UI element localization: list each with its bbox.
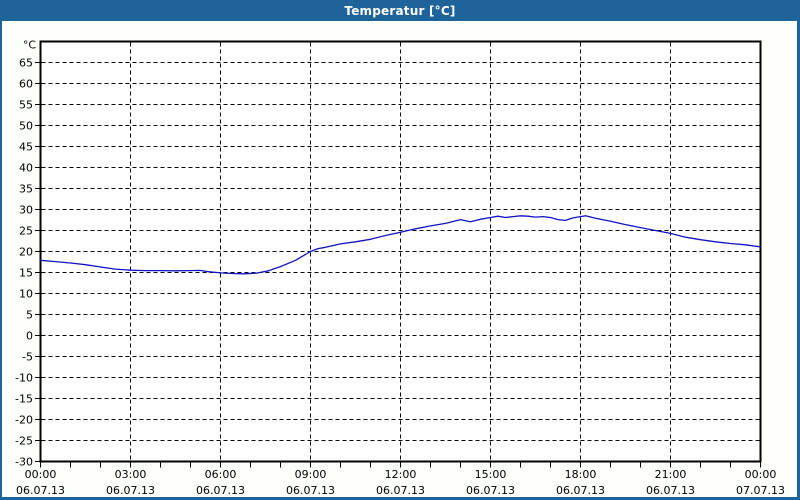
plot-border — [39, 40, 762, 463]
y-tick-label: -10 — [15, 372, 33, 385]
x-tick-date-label: 06.07.13 — [196, 484, 245, 497]
x-tick-time-label: 15:00 — [475, 468, 507, 481]
y-axis-unit-label: °C — [23, 39, 37, 52]
y-tick-label: 20 — [19, 246, 33, 259]
y-tick-label: -30 — [15, 456, 33, 469]
x-tick-time-label: 00:00 — [745, 468, 777, 481]
x-tick-date-label: 06.07.13 — [556, 484, 605, 497]
x-tick-time-label: 00:00 — [25, 468, 57, 481]
x-tick-time-label: 18:00 — [565, 468, 597, 481]
x-tick-time-label: 06:00 — [205, 468, 237, 481]
temperature-chart: °C65605550454035302520151050-5-10-15-20-… — [15, 39, 785, 498]
y-tick-label: -5 — [22, 351, 33, 364]
x-tick-time-label: 09:00 — [295, 468, 327, 481]
x-tick-date-label: 06.07.13 — [286, 484, 335, 497]
y-tick-label: 65 — [19, 57, 33, 70]
x-tick-time-label: 12:00 — [385, 468, 417, 481]
y-tick-label: 10 — [19, 288, 33, 301]
x-tick-date-label: 06.07.13 — [376, 484, 425, 497]
x-tick-date-label: 06.07.13 — [16, 484, 65, 497]
y-tick-label: 30 — [19, 204, 33, 217]
y-tick-label: 60 — [19, 78, 33, 91]
y-tick-label: -20 — [15, 414, 33, 427]
chart-area: °C 65 60 55 50 45 40 35 30 25 20 15 10 5 0 -5 -10 -15 -20-… — [2, 21, 797, 497]
x-tick-time-label: 21:00 — [655, 468, 687, 481]
y-tick-label: 45 — [19, 141, 33, 154]
chart-title: Temperatur [°C] — [344, 3, 456, 18]
y-tick-label: 55 — [19, 99, 33, 112]
x-tick-date-label: 06.07.13 — [646, 484, 695, 497]
y-tick-label: 35 — [19, 183, 33, 196]
y-tick-label: -15 — [15, 393, 33, 406]
y-tick-label: 0 — [26, 330, 33, 343]
y-tick-label: 40 — [19, 162, 33, 175]
y-tick-label: -25 — [15, 435, 33, 448]
chart-title-bar: Temperatur [°C] — [0, 0, 800, 21]
x-tick-date-label: 07.07.13 — [736, 484, 785, 497]
temperature-line — [40, 215, 761, 275]
x-tick-date-label: 06.07.13 — [466, 484, 515, 497]
y-tick-label: 15 — [19, 267, 33, 280]
y-tick-label: 50 — [19, 120, 33, 133]
y-tick-label: 25 — [19, 225, 33, 238]
x-tick-time-label: 03:00 — [115, 468, 147, 481]
y-tick-label: 5 — [26, 309, 33, 322]
x-tick-date-label: 06.07.13 — [106, 484, 155, 497]
